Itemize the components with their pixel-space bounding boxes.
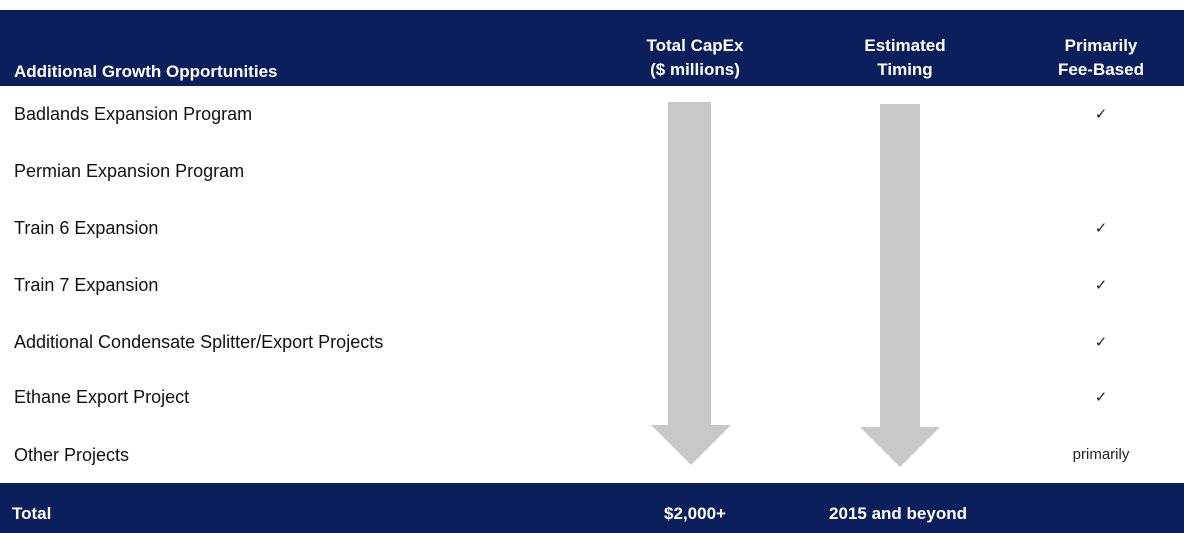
- row-name: Train 7 Expansion: [14, 275, 159, 295]
- total-label: Total: [12, 504, 52, 523]
- header-line: Estimated: [864, 36, 946, 55]
- header-timing: Estimated Timing: [820, 34, 990, 82]
- header-line: Total CapEx: [646, 36, 744, 55]
- header-label: Additional Growth Opportunities: [14, 62, 278, 81]
- arrow: [651, 102, 731, 465]
- total-timing: 2015 and beyond: [829, 504, 967, 523]
- header-line: Primarily: [1064, 36, 1138, 55]
- header-capex: Total CapEx ($ millions): [610, 34, 780, 82]
- row-name: Other Projects: [14, 445, 130, 465]
- header-line: Fee-Based: [1058, 60, 1144, 79]
- fee-based: ✓: [1094, 389, 1108, 406]
- total-bar: [0, 483, 1184, 533]
- row-name: Ethane Export Project: [14, 387, 190, 407]
- fee-based: ✓: [1094, 106, 1108, 123]
- total-capex: $2,000+: [664, 504, 726, 523]
- arrow: [860, 104, 940, 467]
- header-bar: [0, 10, 1184, 86]
- row-name: Badlands Expansion Program: [14, 104, 253, 124]
- row-name: Train 6 Expansion: [14, 218, 159, 238]
- fee-based: primarily: [1072, 446, 1130, 463]
- fee-based: ✓: [1094, 334, 1108, 351]
- header-line: Timing: [877, 60, 933, 79]
- row-name: Permian Expansion Program: [14, 161, 245, 181]
- row-name: Additional Condensate Splitter/Export Pr…: [14, 332, 384, 352]
- fee-based: ✓: [1094, 277, 1108, 294]
- fee-based: ✓: [1094, 220, 1108, 237]
- header-line: ($ millions): [650, 60, 740, 79]
- header-fee: Primarily Fee-Based: [1031, 34, 1171, 82]
